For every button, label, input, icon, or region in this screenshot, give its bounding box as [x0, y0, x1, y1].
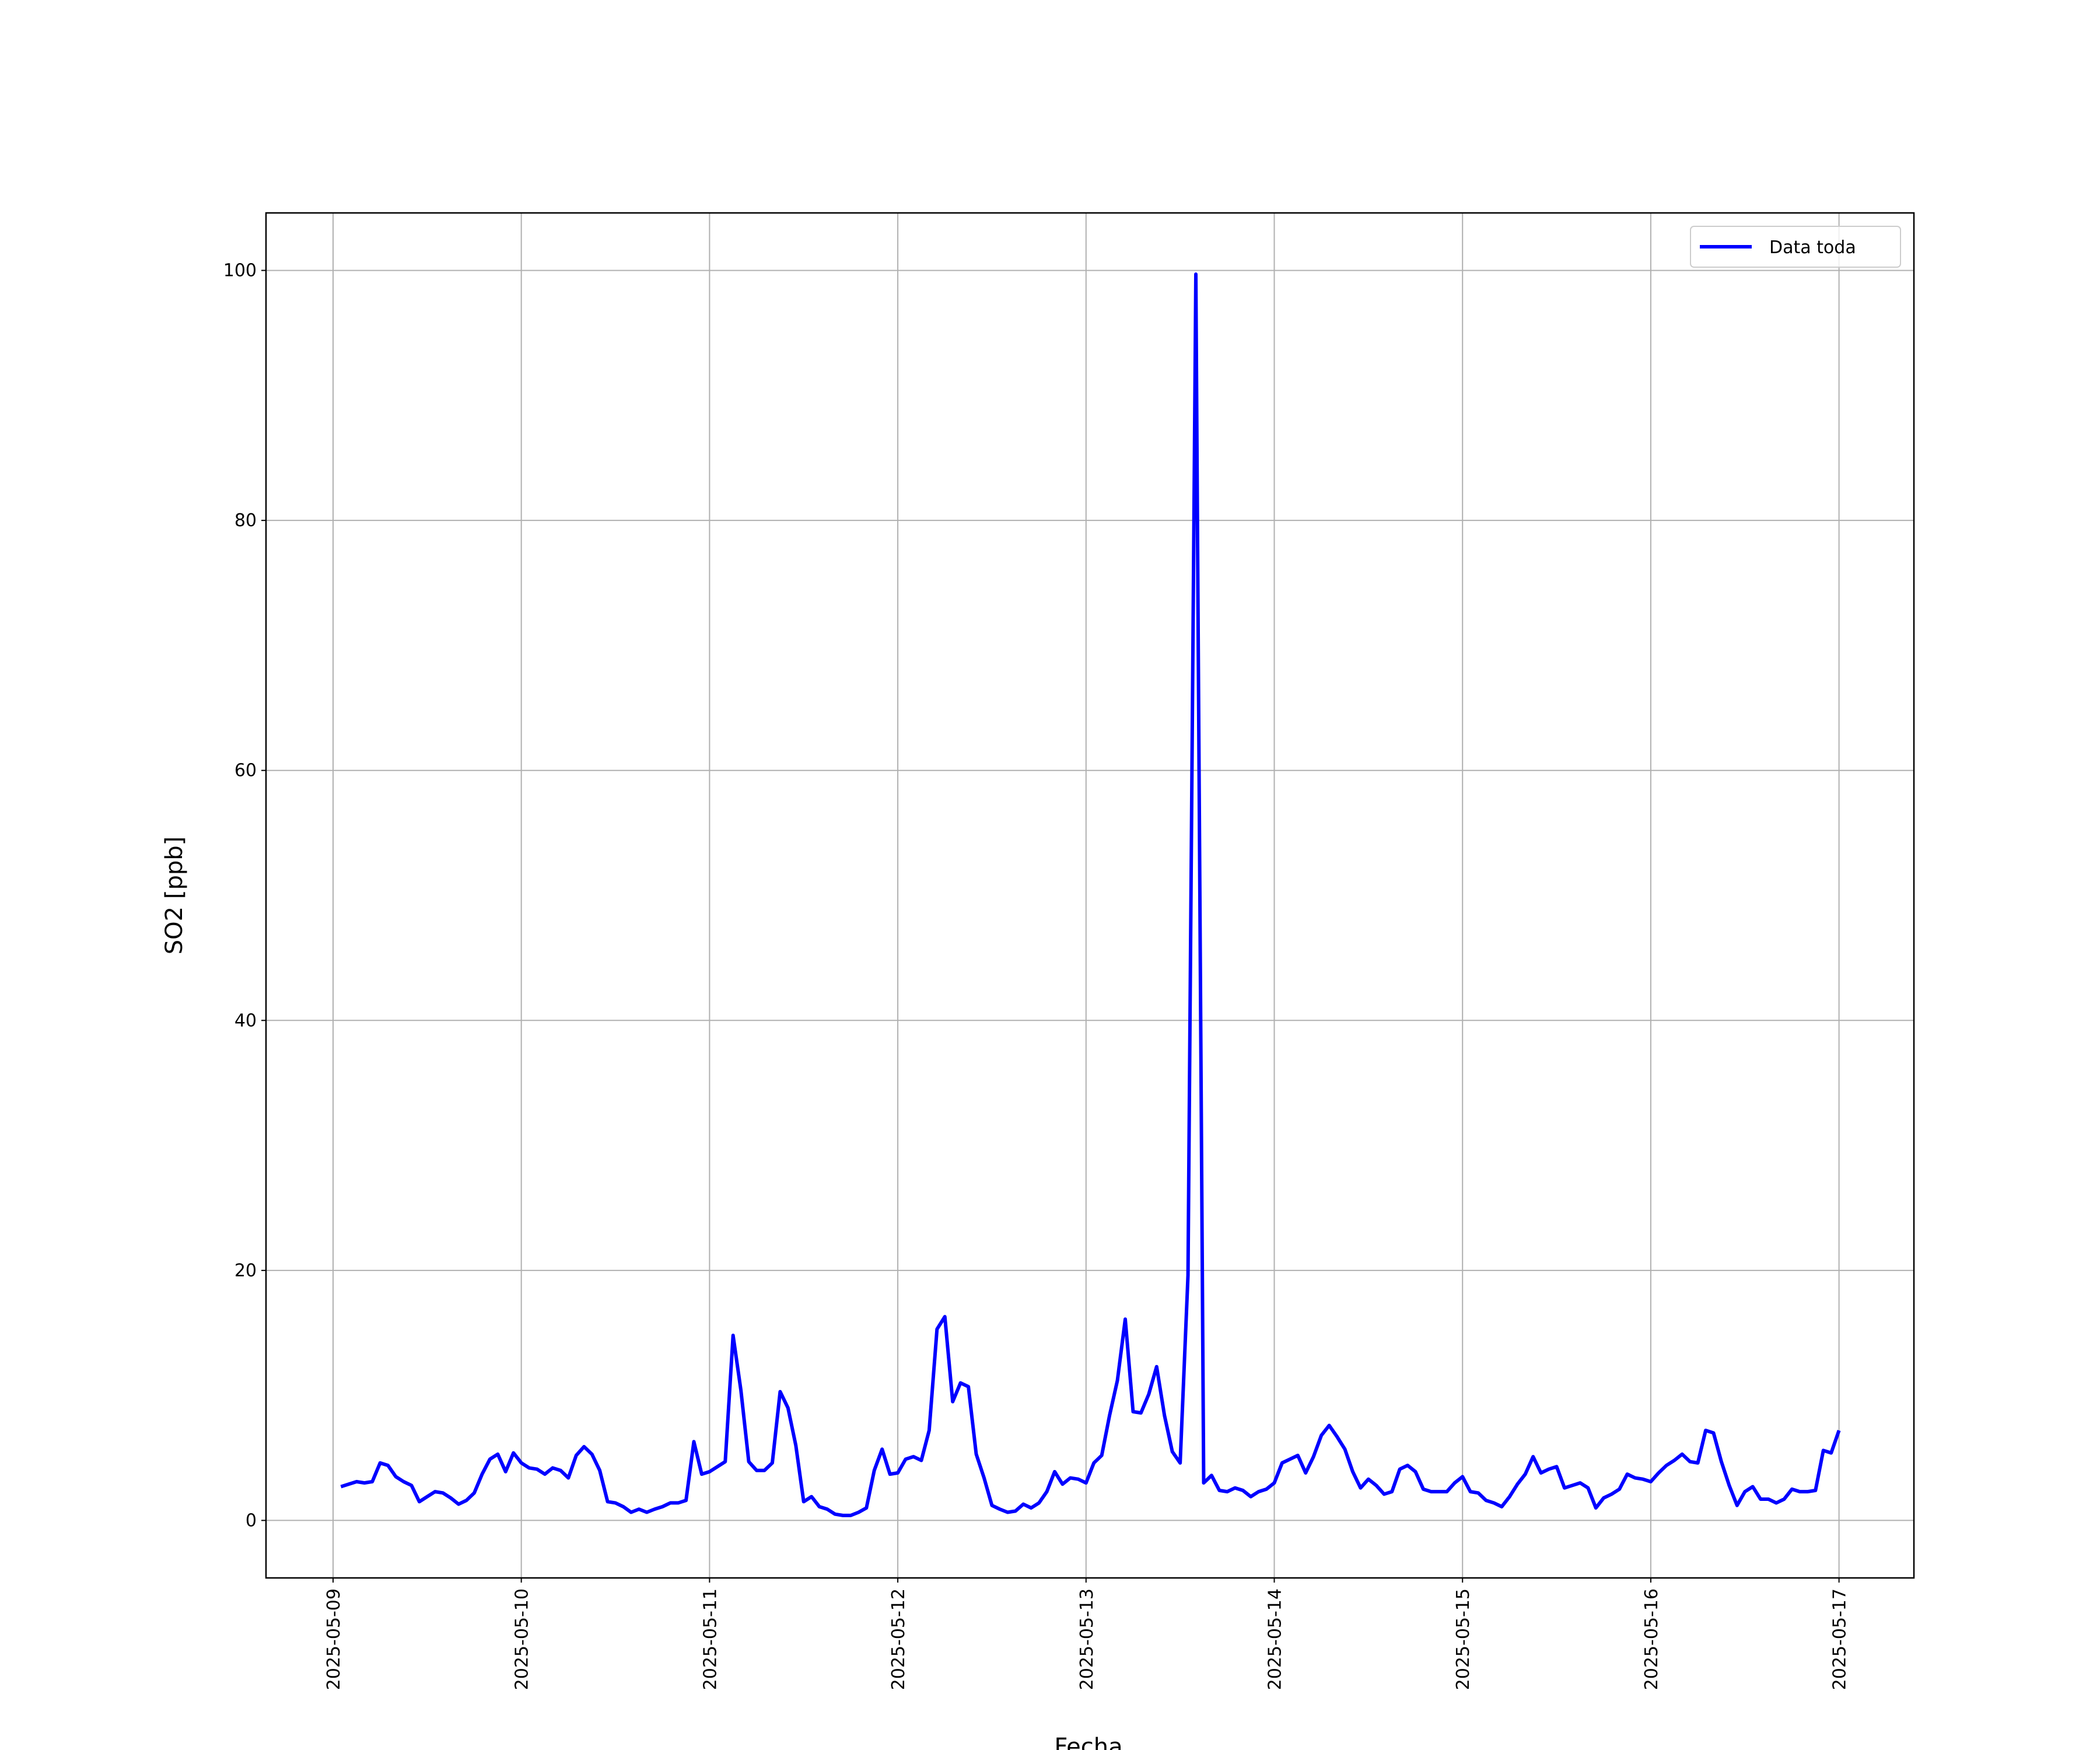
y-tick-label: 0: [246, 1510, 257, 1531]
x-axis-label: Fecha: [1054, 1734, 1122, 1750]
legend-box: [1690, 226, 1901, 268]
legend-label: Data toda: [1769, 237, 1856, 258]
y-tick-label: 60: [235, 761, 257, 781]
data-line: [340, 272, 1841, 1517]
y-tick-label: 20: [235, 1261, 257, 1281]
x-tick-label: 2025-05-10: [512, 1588, 533, 1690]
x-tick-label: 2025-05-14: [1265, 1588, 1285, 1690]
x-tick-label: 2025-05-09: [324, 1588, 344, 1690]
x-tick-label: 2025-05-12: [888, 1588, 909, 1690]
x-tick-label: 2025-05-17: [1830, 1588, 1850, 1690]
y-axis-label: SO2 [ppb]: [161, 836, 188, 954]
y-tick-label: 40: [235, 1010, 257, 1031]
plot-frame: [265, 212, 1915, 1579]
x-tick-label: 2025-05-16: [1642, 1588, 1662, 1690]
y-tick-label: 100: [223, 261, 257, 281]
x-tick-label: 2025-05-11: [700, 1588, 720, 1690]
y-tick-label: 80: [235, 510, 257, 531]
x-tick-label: 2025-05-15: [1453, 1588, 1474, 1690]
legend: Data toda: [1690, 226, 1901, 268]
x-tick-label: 2025-05-13: [1077, 1588, 1097, 1690]
